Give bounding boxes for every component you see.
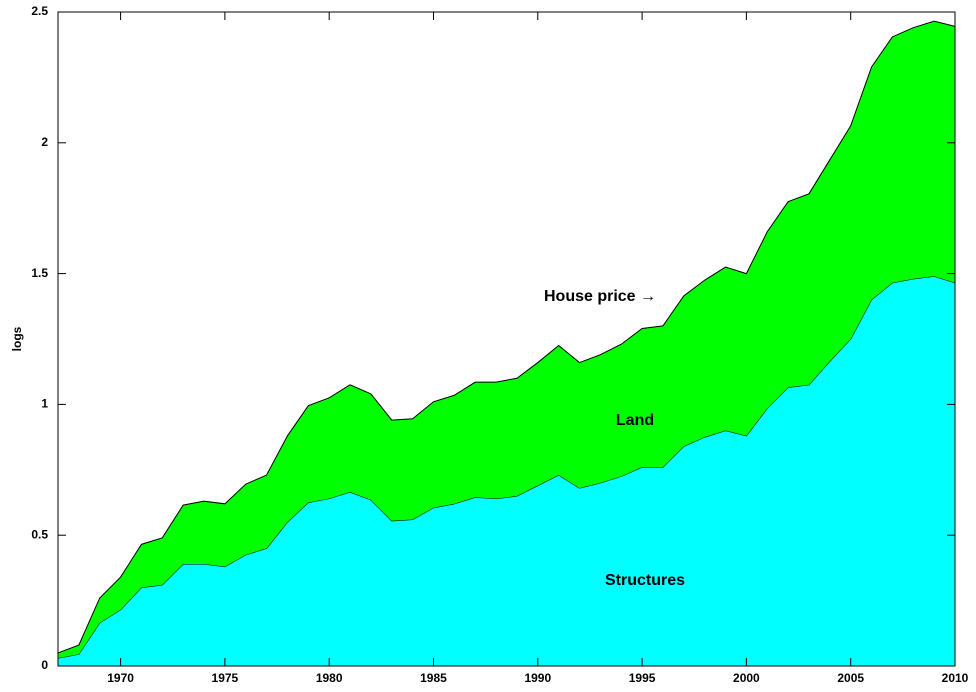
plot-frame [57, 11, 956, 667]
annotation: House price → [544, 288, 656, 305]
area-edge [57, 20, 956, 654]
y-tick-label: 0.5 [31, 527, 48, 541]
x-tick-label: 1970 [107, 671, 134, 685]
y-tick-label: 2.5 [31, 4, 48, 18]
area-label: Structures [605, 572, 685, 589]
x-tick-label: 1975 [212, 671, 239, 685]
y-tick-label: 2 [41, 135, 48, 149]
area-fill [58, 21, 955, 659]
y-axis-label: logs [10, 326, 24, 351]
y-tick-label: 1.5 [31, 266, 48, 280]
x-tick-label: 1980 [316, 671, 343, 685]
x-tick-label: 2010 [942, 671, 969, 685]
area-fill [58, 276, 955, 666]
x-tick-label: 1995 [629, 671, 656, 685]
x-tick-label: 2000 [733, 671, 760, 685]
area-label: Land [616, 412, 654, 429]
y-tick-label: 1 [41, 397, 48, 411]
x-tick-label: 1990 [524, 671, 551, 685]
x-tick-label: 2005 [837, 671, 864, 685]
x-tick-label: 1985 [420, 671, 447, 685]
y-tick-label: 0 [41, 658, 48, 672]
